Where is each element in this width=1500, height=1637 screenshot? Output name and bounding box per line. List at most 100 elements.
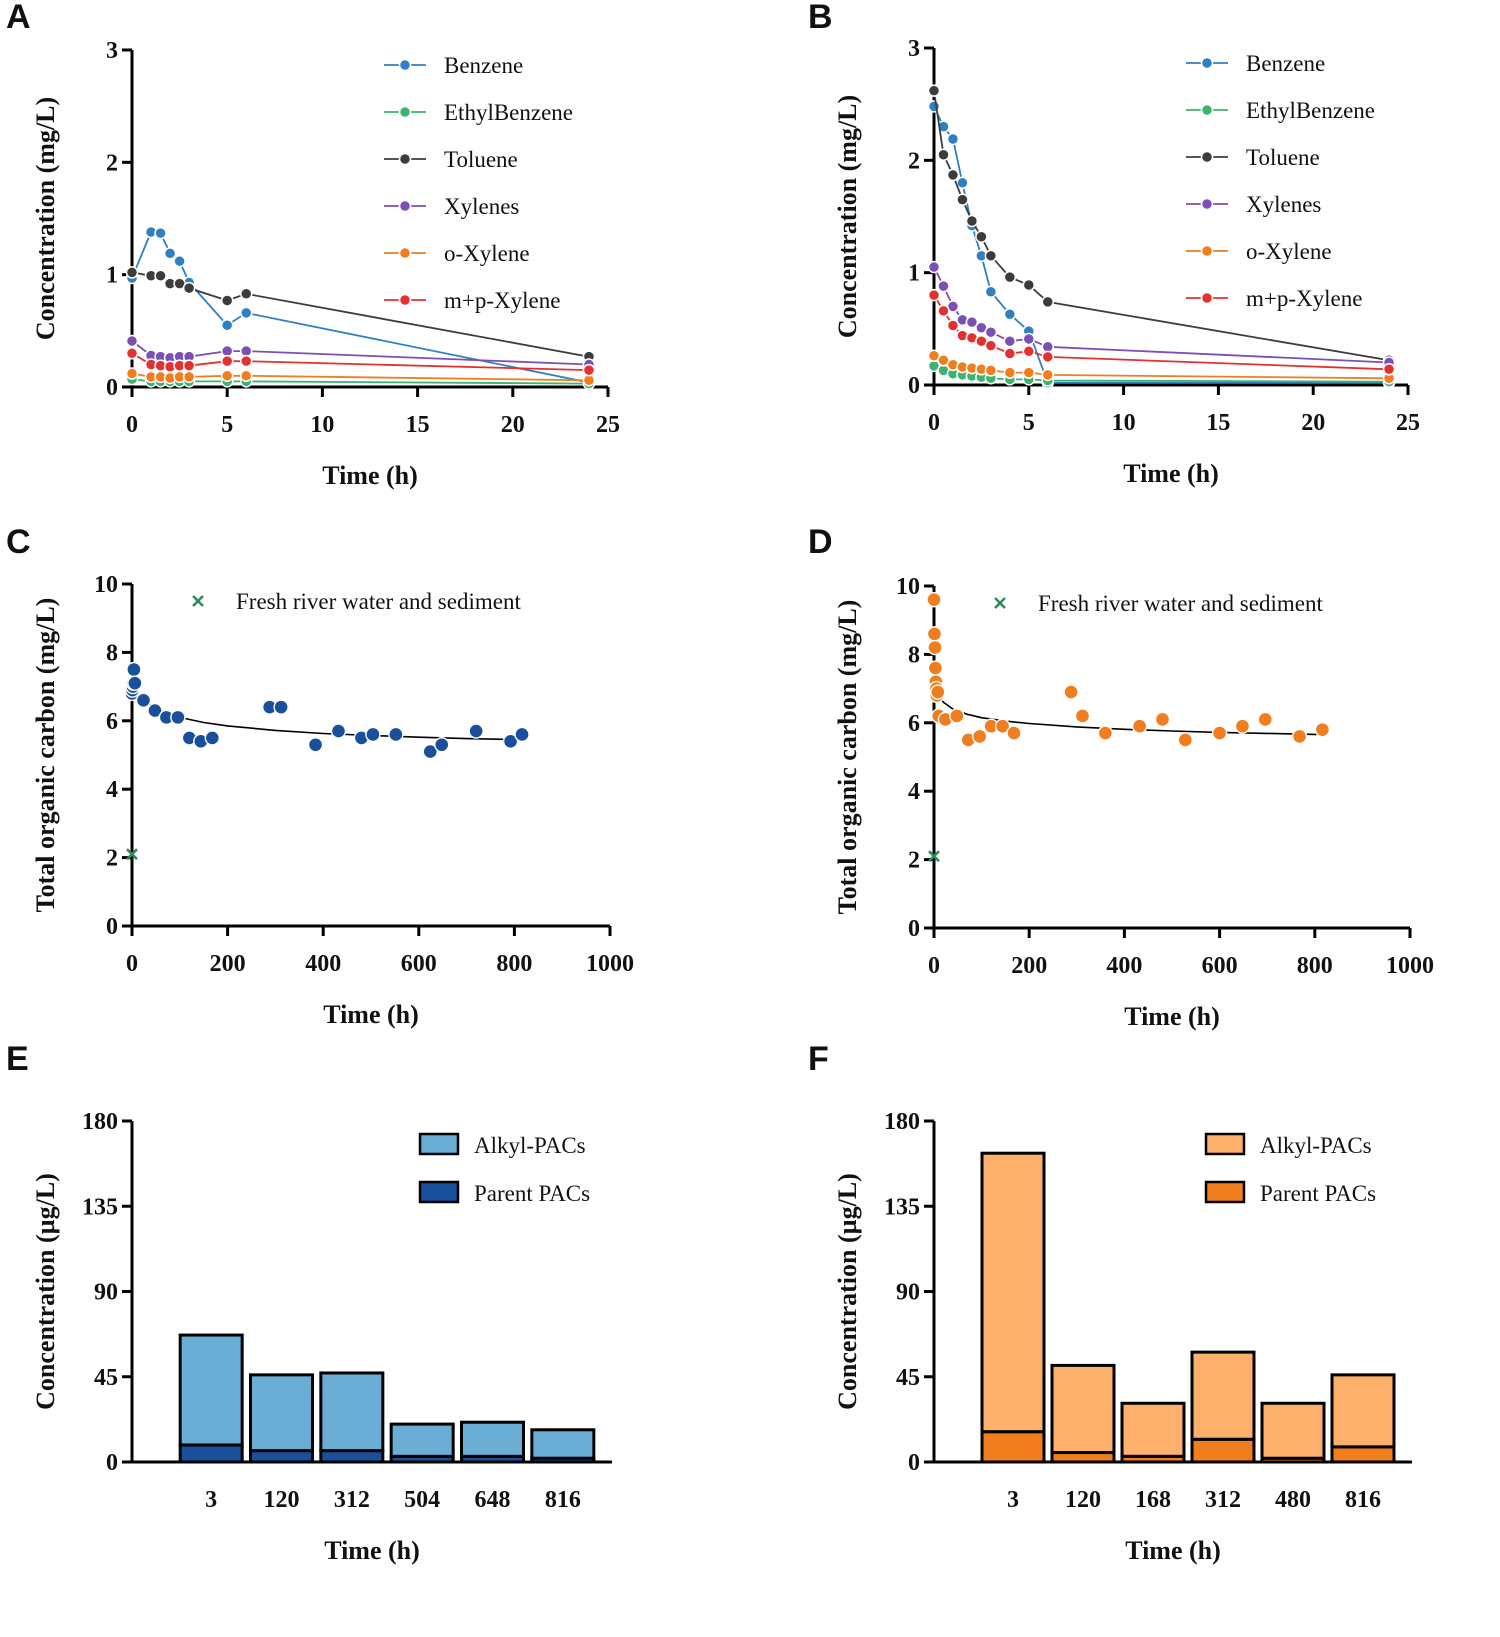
data-point — [307, 737, 324, 753]
legend-label: o-Xylene — [1246, 239, 1332, 264]
x-tick-label: 3 — [1007, 1487, 1019, 1513]
x-tick-label: 600 — [401, 951, 437, 977]
series-o-xylene — [927, 349, 1396, 385]
data-point — [125, 347, 139, 360]
legend-item: Xylenes — [1186, 192, 1321, 217]
data-point — [135, 692, 152, 708]
legend-swatch — [418, 1180, 460, 1204]
x-tick-label: 1000 — [586, 951, 634, 977]
x-tick-label: 10 — [310, 412, 334, 438]
y-axis-title: Total organic carbon (mg/L) — [31, 598, 60, 913]
data-point — [926, 591, 942, 608]
bar-alkyl-pacs — [319, 1371, 385, 1453]
legend-label: Xylenes — [444, 194, 519, 219]
bar-alkyl-pacs — [460, 1420, 525, 1458]
data-point — [582, 363, 596, 377]
bar-parent-pacs — [319, 1449, 385, 1464]
series-xylenes — [125, 334, 596, 371]
x-tick-label: 20 — [1301, 410, 1325, 436]
data-point — [984, 364, 998, 377]
data-point — [163, 247, 177, 260]
legend-swatch — [418, 1132, 460, 1156]
y-tick-label: 6 — [908, 711, 920, 737]
y-tick-label: 4 — [106, 777, 118, 803]
y-tick-label: 1 — [106, 263, 118, 289]
legend-marker — [192, 595, 204, 607]
data-point — [125, 334, 139, 348]
x-tick-label: 312 — [1205, 1487, 1241, 1513]
data-point — [1177, 732, 1194, 748]
legend-item: Parent PACs — [1204, 1180, 1376, 1206]
data-point — [204, 730, 221, 746]
bar-parent-pacs — [1330, 1445, 1396, 1464]
data-point — [126, 661, 142, 678]
y-tick-label: 3 — [908, 36, 920, 62]
data-point — [1041, 340, 1055, 354]
bar-alkyl-pacs — [389, 1422, 455, 1458]
bar-parent-pacs — [178, 1443, 244, 1464]
data-point — [946, 132, 960, 146]
reference-point — [928, 850, 940, 863]
data-point — [965, 315, 979, 329]
legend-label: Toluene — [444, 147, 518, 172]
data-point — [1097, 725, 1114, 741]
data-point — [956, 176, 969, 190]
y-tick-label: 8 — [908, 642, 920, 668]
data-point — [365, 726, 381, 743]
scatter-points — [926, 591, 1331, 748]
y-tick-label: 0 — [106, 1450, 118, 1476]
x-tick-label: 0 — [928, 953, 940, 979]
data-point — [1022, 278, 1036, 292]
data-point — [1074, 708, 1091, 724]
x-tick-label: 816 — [1345, 1487, 1381, 1513]
legend-label: Benzene — [444, 53, 523, 78]
y-tick-label: 180 — [884, 1109, 920, 1135]
bar-stack — [249, 1373, 314, 1464]
data-point — [422, 743, 438, 760]
data-point — [984, 249, 998, 263]
cross-stroke — [192, 595, 204, 607]
x-axis-title: Time (h) — [1123, 459, 1219, 488]
data-point — [937, 279, 950, 293]
data-point — [220, 318, 234, 332]
x-tick-label: 3 — [205, 1487, 217, 1513]
legend-marker — [398, 105, 412, 119]
panel-a: 0 1 2 3 0 5 10 15 20 25 Time (h) Concentration (mg/… — [6, 0, 620, 490]
data-point — [937, 120, 950, 133]
legend-item: Alkyl-PACs — [418, 1132, 586, 1158]
x-tick-label: 5 — [221, 412, 233, 438]
x-tick-label: 200 — [210, 951, 246, 977]
bar-alkyl-pacs — [530, 1428, 596, 1460]
y-tick-label: 8 — [106, 640, 118, 666]
x-tick-label: 200 — [1011, 953, 1047, 979]
legend-marker — [1200, 244, 1214, 258]
data-point — [330, 723, 347, 739]
data-point — [965, 214, 979, 228]
data-point — [1257, 711, 1273, 728]
data-point — [170, 709, 186, 726]
data-point — [927, 288, 941, 302]
data-point — [182, 359, 196, 372]
y-tick-label: 90 — [94, 1280, 118, 1306]
x-tick-label: 800 — [1297, 953, 1333, 979]
x-tick-label: 648 — [475, 1487, 511, 1513]
panel-b: 0 1 2 3 0 5 10 15 20 25 Time (h) Concentration (mg/… — [808, 0, 1420, 488]
x-axis-title: Time (h) — [323, 1000, 419, 1029]
series-m-p-xylene — [125, 347, 596, 377]
legend-item: Benzene — [1186, 51, 1325, 76]
legend-marker — [398, 199, 412, 213]
data-point — [220, 344, 234, 358]
x-tick-label: 20 — [501, 412, 525, 438]
x-tick-label: 312 — [334, 1487, 370, 1513]
data-point — [1382, 363, 1396, 376]
series-toluene — [125, 266, 596, 363]
legend-label: o-Xylene — [444, 241, 530, 266]
data-point — [946, 319, 960, 332]
x-tick-label: 400 — [1106, 953, 1142, 979]
bar-alkyl-pacs — [980, 1151, 1046, 1434]
data-point — [582, 374, 596, 387]
panel-c: 0 2 4 6 8 10 0 200 400 600 800 1000 Time (h) Total or… — [6, 523, 634, 1029]
cross-stroke — [994, 597, 1006, 609]
legend-item: m+p-Xylene — [384, 288, 560, 313]
bar-parent-pacs — [249, 1449, 314, 1464]
